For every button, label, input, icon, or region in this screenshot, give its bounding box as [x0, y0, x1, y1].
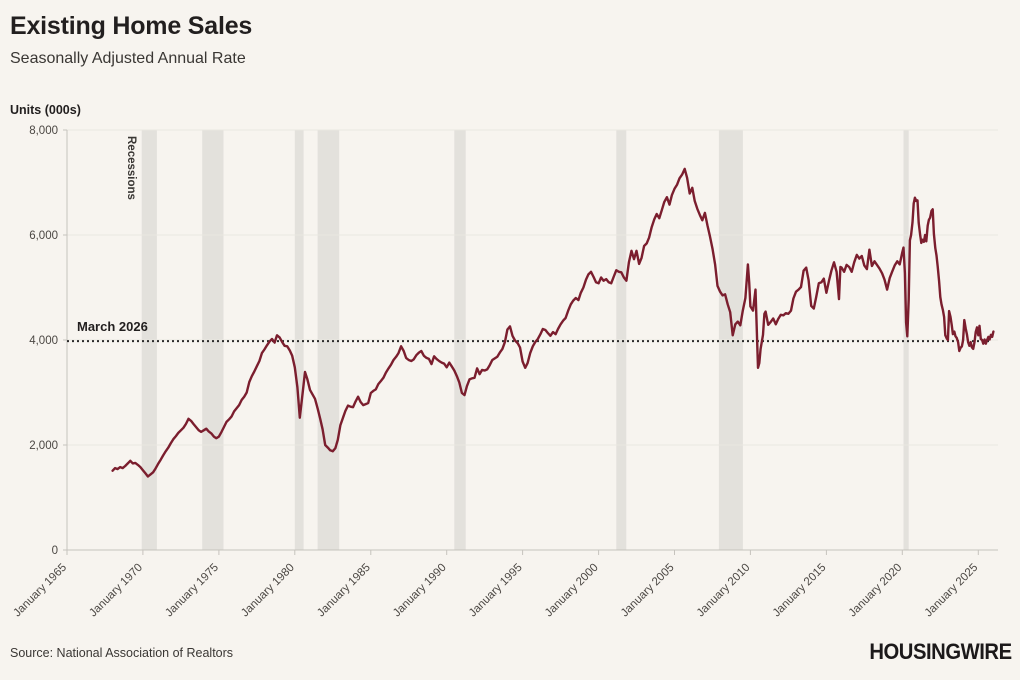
source-note: Source: National Association of Realtors	[10, 646, 234, 660]
recessions-label: Recessions	[125, 136, 137, 200]
x-tick-label: January 2000	[543, 562, 601, 620]
y-tick-label: 8,000	[29, 125, 58, 137]
x-tick-label: January 1985	[315, 562, 373, 620]
x-tick-label: January 1975	[163, 562, 221, 620]
y-axis-title: Units (000s)	[10, 103, 81, 117]
x-tick-label: January 1995	[467, 562, 525, 620]
chart-subtitle: Seasonally Adjusted Annual Rate	[10, 50, 246, 67]
x-tick-label: January 2020	[847, 562, 905, 620]
x-tick-label: January 2005	[619, 562, 677, 620]
x-tick-label: January 2025	[923, 562, 981, 620]
x-tick-label: January 2010	[695, 562, 753, 620]
chart-title: Existing Home Sales	[10, 12, 253, 40]
y-tick-label: 0	[52, 545, 58, 557]
y-tick-label: 6,000	[29, 230, 58, 242]
x-tick-label: January 1990	[391, 562, 449, 620]
x-tick-label: January 1970	[87, 562, 145, 620]
existing-home-sales-line	[111, 167, 995, 478]
y-tick-label: 4,000	[29, 335, 58, 347]
x-tick-label: January 1980	[239, 562, 297, 620]
housingwire-logo: HOUSINGWIRE	[869, 639, 1013, 664]
y-tick-label: 2,000	[29, 440, 58, 452]
forecast-label: March 2026	[77, 319, 148, 334]
x-tick-label: January 2015	[771, 562, 829, 620]
x-tick-label: January 1965	[11, 562, 69, 620]
